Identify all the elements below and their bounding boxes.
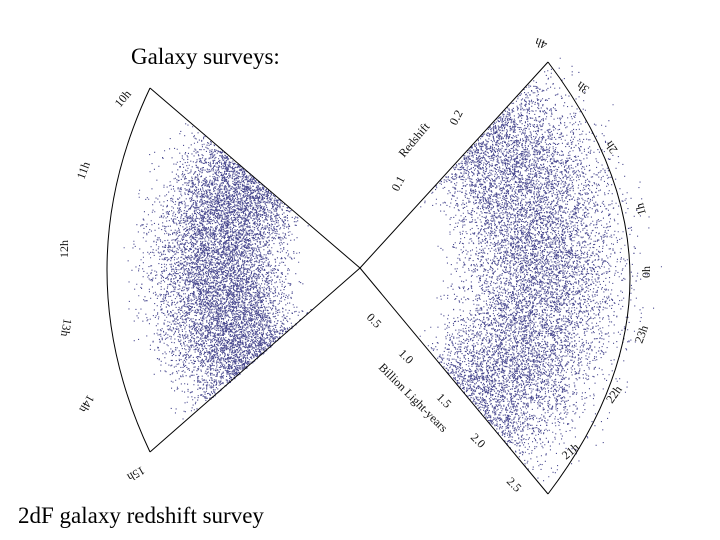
- ra-label-0h: 0h: [639, 266, 653, 278]
- ra-label-12h: 12h: [57, 240, 71, 258]
- redshift-axis-label: Redshift: [396, 119, 433, 160]
- ra-label-21h: 21h: [559, 440, 582, 462]
- ra-label-3h: 3h: [574, 79, 592, 97]
- ra-label-4h: 4h: [533, 35, 549, 52]
- ra-label-11h: 11h: [74, 160, 93, 181]
- redshift-tick-0.1: 0.1: [388, 174, 407, 194]
- galaxy-point-cloud: [123, 57, 663, 482]
- left-wedge-frame: [106, 87, 361, 453]
- distance-tick-0.5: 0.5: [364, 310, 385, 331]
- ra-label-1h: 1h: [632, 202, 649, 217]
- ra-label-22h: 22h: [603, 383, 625, 406]
- distance-tick-1.5: 1.5: [434, 390, 455, 411]
- right-wedge-frame: [359, 61, 631, 495]
- ra-label-2h: 2h: [602, 138, 620, 156]
- ra-label-15h: 15h: [125, 463, 148, 484]
- ra-label-10h: 10h: [112, 87, 134, 110]
- redshift-tick-0.2: 0.2: [446, 108, 465, 128]
- figure-caption: 2dF galaxy redshift survey: [18, 503, 264, 528]
- ra-label-23h: 23h: [632, 323, 651, 345]
- ra-label-14h: 14h: [76, 393, 97, 416]
- distance-tick-2.5: 2.5: [504, 474, 525, 495]
- ra-label-13h: 13h: [58, 317, 75, 337]
- distance-tick-1.0: 1.0: [396, 346, 417, 367]
- figure-title: Galaxy surveys:: [131, 44, 280, 69]
- distance-tick-2.0: 2.0: [468, 430, 489, 451]
- galaxy-points: [123, 57, 663, 482]
